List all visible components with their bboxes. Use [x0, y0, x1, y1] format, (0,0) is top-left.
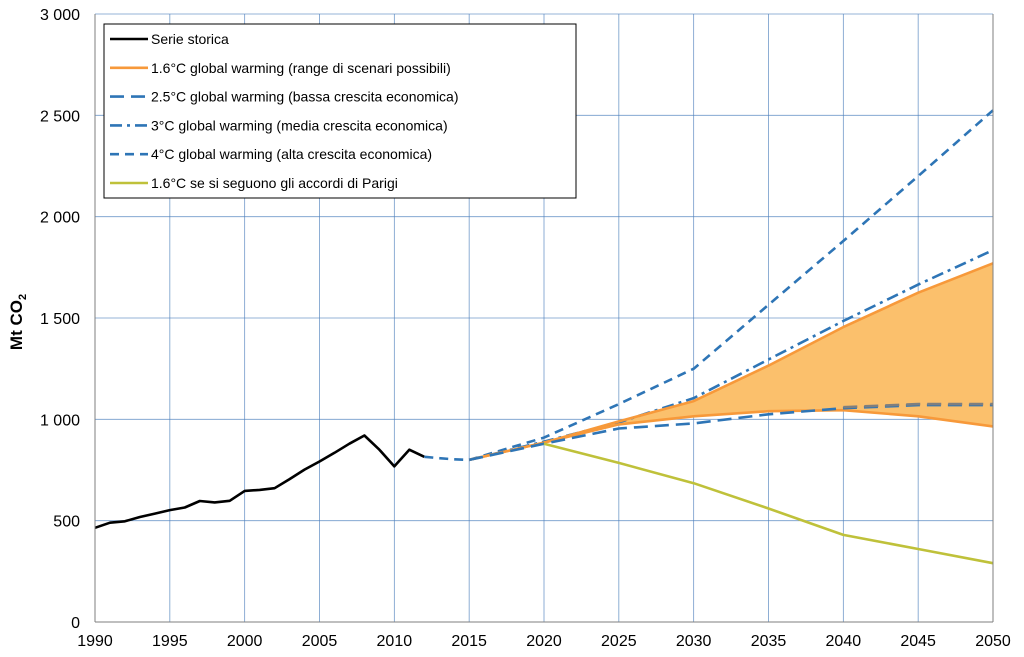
y-tick-label: 1 500: [40, 311, 80, 328]
series-line-storica: [94, 434, 425, 530]
legend-label-s3: 3°C global warming (media crescita econo…: [151, 117, 448, 133]
series-line-band-lower: [468, 408, 994, 462]
x-tick-label: 1990: [77, 633, 113, 650]
x-tick-label: 2035: [751, 633, 787, 650]
x-tick-label: 2010: [377, 633, 413, 650]
y-tick-label: 2 000: [40, 210, 80, 227]
legend-label-band: 1.6°C global warming (range di scenari p…: [151, 60, 451, 76]
x-tick-label: 2005: [302, 633, 338, 650]
y-tick-label: 1 000: [40, 412, 80, 429]
x-tick-label: 2000: [227, 633, 263, 650]
series-group: [94, 109, 994, 565]
y-tick-label: 0: [71, 615, 80, 632]
legend-label-s4: 4°C global warming (alta crescita econom…: [151, 146, 432, 162]
tick-labels: 1990 1995 2000 2005 2010 2015 2020 2025 2030 2035…: [40, 7, 1011, 650]
x-tick-label: 2015: [451, 633, 487, 650]
legend-label-s25: 2.5°C global warming (bassa crescita eco…: [151, 89, 459, 105]
legend: Serie storica 1.6°C global warming (range…: [103, 23, 577, 199]
series-line-s25: [468, 403, 993, 462]
legend-label-storica: Serie storica: [151, 31, 229, 47]
y-tick-label: 2 500: [40, 108, 80, 125]
series-line-storica-blue: [424, 455, 470, 462]
scenario-band: [469, 263, 994, 460]
x-tick-label: 2020: [526, 633, 562, 650]
y-axis-label: Mt CO2: [7, 294, 29, 350]
x-tick-label: 2030: [676, 633, 712, 650]
y-tick-label: 500: [53, 514, 80, 531]
scenario-band-fill: [469, 263, 994, 460]
x-tick-label: 2040: [826, 633, 862, 650]
y-tick-label: 3 000: [40, 7, 80, 24]
series-line-s25-tail: [843, 402, 993, 409]
series-line-parigi: [543, 442, 994, 565]
x-tick-label: 2045: [900, 633, 936, 650]
x-tick-label: 1995: [152, 633, 188, 650]
axes: [94, 14, 994, 623]
legend-label-parigi: 1.6°C se si seguono gli accordi di Parig…: [151, 175, 398, 191]
x-tick-label: 2025: [601, 633, 637, 650]
legend-box: [103, 23, 577, 199]
x-tick-label: 2050: [975, 633, 1011, 650]
series-line-s3: [468, 248, 994, 462]
series-line-s4: [468, 109, 994, 462]
